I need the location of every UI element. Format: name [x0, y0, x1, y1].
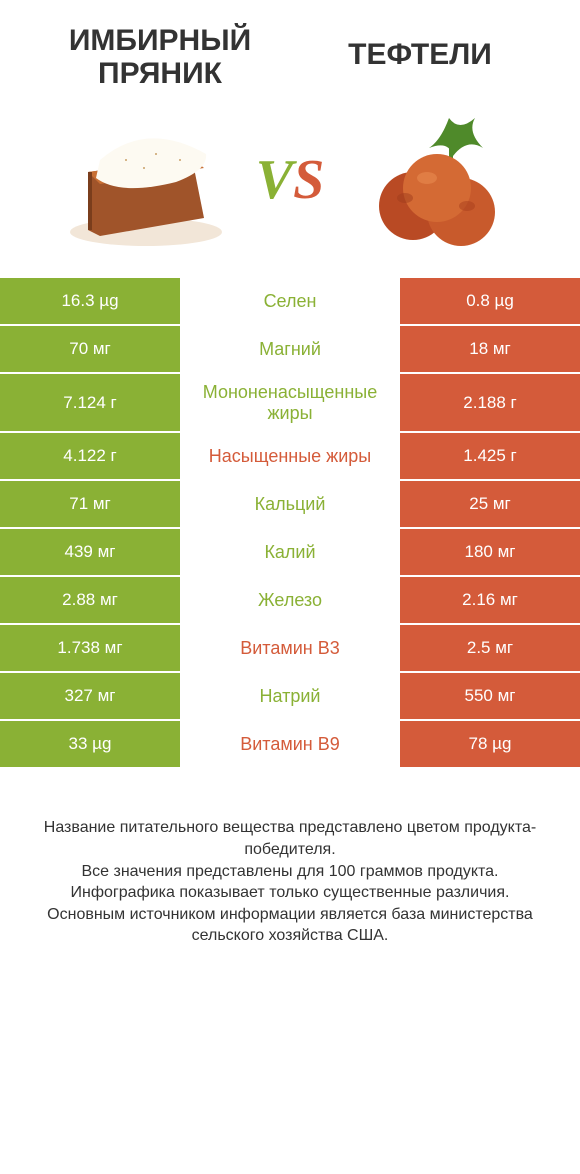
left-value-cell: 439 мг [0, 529, 180, 575]
table-row: 33 µgВитамин B978 µg [0, 721, 580, 769]
header: ИМБИРНЫЙ ПРЯНИК ТЕФТЕЛИ [0, 0, 580, 106]
left-value-cell: 4.122 г [0, 433, 180, 479]
right-value-cell: 25 мг [400, 481, 580, 527]
nutrient-label: Калий [180, 529, 400, 575]
table-row: 439 мгКалий180 мг [0, 529, 580, 577]
right-value-cell: 2.188 г [400, 374, 580, 431]
vs-s: S [293, 149, 324, 211]
vs-label: VS [252, 148, 329, 212]
table-row: 7.124 гМононенасыщенные жиры2.188 г [0, 374, 580, 433]
right-value-cell: 550 мг [400, 673, 580, 719]
table-row: 1.738 мгВитамин B32.5 мг [0, 625, 580, 673]
nutrient-label: Натрий [180, 673, 400, 719]
nutrient-label: Магний [180, 326, 400, 372]
nutrient-label: Кальций [180, 481, 400, 527]
footnote: Название питательного вещества представл… [0, 817, 580, 967]
right-value-cell: 18 мг [400, 326, 580, 372]
left-value-cell: 33 µg [0, 721, 180, 767]
left-title-line1: ИМБИРНЫЙ [69, 24, 251, 57]
left-product-image [40, 110, 252, 250]
nutrient-table: 16.3 µgСелен0.8 µg70 мгМагний18 мг7.124 … [0, 278, 580, 769]
left-value-cell: 2.88 мг [0, 577, 180, 623]
footnote-line2: Все значения представлены для 100 граммо… [81, 863, 498, 880]
left-value-cell: 16.3 µg [0, 278, 180, 324]
footnote-line3: Инфографика показывает только существенн… [71, 884, 510, 901]
right-value-cell: 2.16 мг [400, 577, 580, 623]
left-title-line2: ПРЯНИК [98, 57, 222, 90]
table-row: 71 мгКальций25 мг [0, 481, 580, 529]
right-product-title: ТЕФТЕЛИ [290, 38, 550, 71]
meatballs-icon [349, 110, 519, 250]
nutrient-label: Витамин B9 [180, 721, 400, 767]
vs-v: V [256, 149, 293, 211]
nutrient-label: Селен [180, 278, 400, 324]
right-value-cell: 180 мг [400, 529, 580, 575]
left-product-title: ИМБИРНЫЙ ПРЯНИК [30, 24, 290, 90]
header-right: ТЕФТЕЛИ [290, 24, 550, 90]
table-row: 2.88 мгЖелезо2.16 мг [0, 577, 580, 625]
right-value-cell: 1.425 г [400, 433, 580, 479]
table-row: 4.122 гНасыщенные жиры1.425 г [0, 433, 580, 481]
left-value-cell: 71 мг [0, 481, 180, 527]
footnote-line1: Название питательного вещества представл… [44, 819, 536, 858]
nutrient-label: Насыщенные жиры [180, 433, 400, 479]
right-value-cell: 0.8 µg [400, 278, 580, 324]
left-value-cell: 7.124 г [0, 374, 180, 431]
right-value-cell: 2.5 мг [400, 625, 580, 671]
nutrient-label: Железо [180, 577, 400, 623]
left-value-cell: 1.738 мг [0, 625, 180, 671]
gingerbread-icon [56, 110, 236, 250]
nutrient-label: Витамин B3 [180, 625, 400, 671]
image-row: VS [0, 106, 580, 278]
right-value-cell: 78 µg [400, 721, 580, 767]
table-row: 70 мгМагний18 мг [0, 326, 580, 374]
footnote-line4: Основным источником информации является … [47, 906, 533, 945]
right-product-image [328, 110, 540, 250]
left-value-cell: 327 мг [0, 673, 180, 719]
table-row: 16.3 µgСелен0.8 µg [0, 278, 580, 326]
left-value-cell: 70 мг [0, 326, 180, 372]
header-left: ИМБИРНЫЙ ПРЯНИК [30, 24, 290, 90]
nutrient-label: Мононенасыщенные жиры [180, 374, 400, 431]
table-row: 327 мгНатрий550 мг [0, 673, 580, 721]
